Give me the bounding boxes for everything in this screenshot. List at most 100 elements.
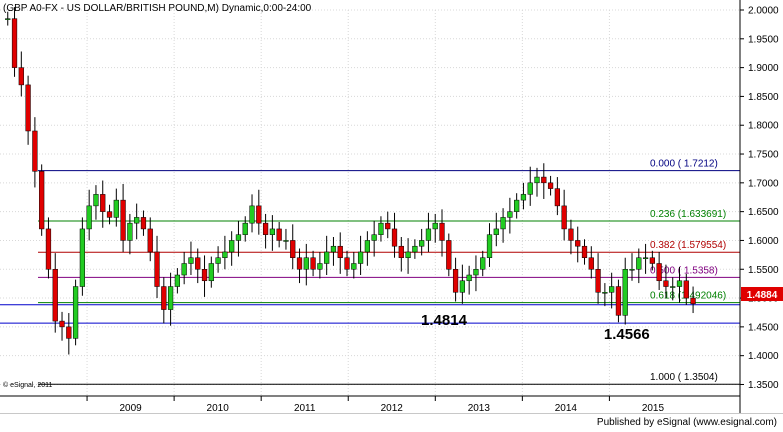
candle-body bbox=[45, 228, 52, 270]
candle-body bbox=[364, 240, 371, 253]
candle-body bbox=[147, 228, 153, 253]
candle-body bbox=[391, 228, 398, 247]
candle-body bbox=[493, 228, 499, 235]
candle-body bbox=[59, 320, 65, 328]
candle-body bbox=[629, 269, 635, 271]
candle-body bbox=[201, 269, 208, 282]
candle-body bbox=[575, 240, 581, 247]
candle-body bbox=[636, 257, 642, 270]
candle-body bbox=[72, 286, 79, 339]
candle-body bbox=[32, 130, 38, 172]
candle-body bbox=[446, 240, 452, 270]
y-tick-label: 1.5500 bbox=[748, 265, 779, 276]
candle-body bbox=[154, 251, 160, 287]
candle-body bbox=[432, 222, 438, 230]
candle-body bbox=[534, 176, 540, 184]
candle-body bbox=[527, 182, 533, 195]
candle-body bbox=[656, 263, 662, 282]
candle-body bbox=[127, 222, 133, 241]
candle-body bbox=[195, 257, 201, 270]
last-price-label: 1.4884 bbox=[747, 290, 778, 301]
publisher-text: Published by eSignal (www.esignal.com) bbox=[596, 417, 777, 428]
y-tick-label: 1.7500 bbox=[748, 150, 779, 161]
candle-body bbox=[500, 217, 506, 230]
y-tick-label: 1.3500 bbox=[748, 380, 779, 391]
candle-body bbox=[609, 286, 615, 293]
candle-body bbox=[486, 234, 493, 258]
candle-body bbox=[276, 228, 282, 241]
candle-body bbox=[167, 286, 174, 310]
candle-body bbox=[134, 217, 140, 224]
candle-body bbox=[663, 280, 669, 287]
candle-body bbox=[554, 188, 560, 207]
candle-body bbox=[317, 263, 323, 270]
fib-label: 1.000 ( 1.3504) bbox=[650, 372, 718, 383]
candle-body bbox=[310, 257, 316, 270]
candle-body bbox=[398, 245, 404, 258]
candle-body bbox=[222, 251, 228, 258]
candle-body bbox=[93, 194, 99, 207]
grid-lines bbox=[0, 9, 740, 396]
price-axis: 2.0000 1.9500 1.9000 1.8500 1.8000 1.7500 1.70… bbox=[740, 6, 779, 391]
candle-body bbox=[385, 222, 391, 230]
candle-body bbox=[174, 274, 181, 287]
y-tick-label: 1.9000 bbox=[748, 63, 779, 74]
candle-body bbox=[100, 194, 106, 212]
candle-body bbox=[66, 326, 72, 339]
candle-body bbox=[120, 199, 126, 241]
candle-body bbox=[161, 286, 167, 310]
y-tick-label: 1.6000 bbox=[748, 236, 779, 247]
candle-body bbox=[215, 257, 221, 264]
candle-body bbox=[208, 263, 214, 282]
candle-body bbox=[303, 257, 309, 270]
price-axis-background bbox=[740, 0, 783, 413]
candle-body bbox=[473, 269, 479, 276]
annotations: 1.4814 1.4566 bbox=[421, 312, 650, 343]
fib-label: 0.500 ( 1.5358) bbox=[650, 265, 718, 276]
candle-body bbox=[242, 222, 248, 235]
candle-body bbox=[676, 280, 683, 287]
chart-title: (GBP A0-FX - US DOLLAR/BRITISH POUND,M) … bbox=[3, 3, 312, 14]
candle-body bbox=[269, 228, 276, 235]
candle-body bbox=[296, 257, 303, 270]
candle-body bbox=[290, 240, 296, 258]
y-tick-label: 1.4500 bbox=[748, 322, 779, 333]
candle-body bbox=[25, 84, 31, 132]
candle-body bbox=[547, 182, 554, 189]
y-tick-label: 1.6500 bbox=[748, 207, 779, 218]
y-tick-label: 1.8500 bbox=[748, 92, 779, 103]
candle-body bbox=[351, 263, 357, 270]
candles bbox=[5, 7, 696, 355]
candle-body bbox=[256, 205, 262, 224]
candle-body bbox=[337, 245, 343, 258]
candle-body bbox=[52, 269, 58, 322]
candle-body bbox=[5, 18, 11, 20]
candle-body bbox=[588, 257, 594, 270]
candle-body bbox=[615, 286, 622, 316]
price-annotation: 1.4566 bbox=[604, 326, 650, 343]
candle-body bbox=[520, 194, 527, 201]
time-axis: 2009 2010 2011 2012 2013 2014 2015 bbox=[86, 396, 665, 414]
candle-body bbox=[602, 292, 608, 294]
watermark: © eSignal, 2011 bbox=[3, 381, 53, 389]
x-tick-label: 2010 bbox=[207, 403, 230, 414]
candle-body bbox=[86, 205, 92, 230]
x-tick-label: 2015 bbox=[642, 403, 665, 414]
candle-body bbox=[670, 286, 676, 288]
candle-body bbox=[459, 280, 465, 293]
candle-body bbox=[229, 240, 235, 253]
candle-body bbox=[330, 245, 337, 253]
candle-body bbox=[106, 211, 113, 218]
candle-body bbox=[541, 176, 547, 184]
candle-body bbox=[283, 240, 289, 242]
candle-body bbox=[439, 222, 445, 241]
candle-body bbox=[181, 263, 187, 276]
y-tick-label: 1.7000 bbox=[748, 178, 779, 189]
candle-body bbox=[452, 269, 459, 293]
x-tick-label: 2011 bbox=[294, 403, 316, 414]
candle-body bbox=[11, 18, 18, 68]
candle-body bbox=[262, 222, 269, 235]
x-tick-label: 2014 bbox=[555, 403, 578, 414]
candle-body bbox=[79, 228, 86, 287]
